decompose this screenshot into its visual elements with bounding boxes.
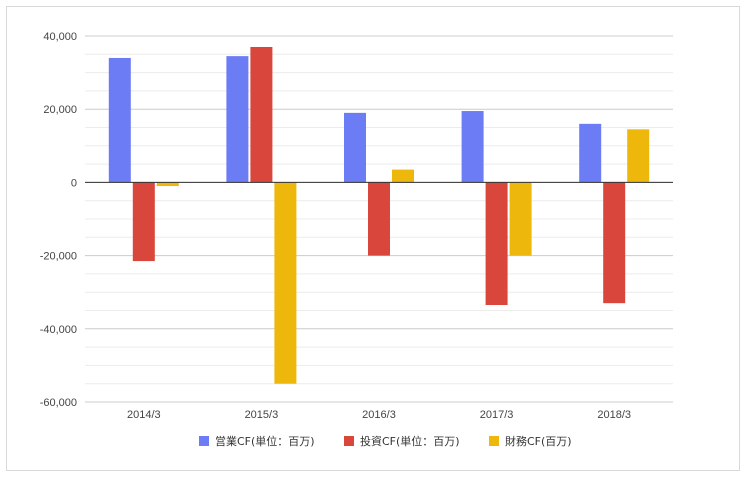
bar-2015/3-series-2 <box>250 46 273 183</box>
bar-2016/3-series-1 <box>344 112 366 183</box>
y-tick-label: -20,000 <box>40 251 77 263</box>
bar-2016/3-series-3 <box>392 169 414 183</box>
bar-2017/3-series-1 <box>461 111 484 183</box>
bar-2014/3-series-3 <box>156 182 179 187</box>
bar-2017/3-series-2 <box>485 182 508 306</box>
bar-2018/3-series-2 <box>603 182 626 304</box>
legend: 営業CF(単位：百万) 投資CF(単位：百万) 財務CF(百万) <box>199 434 572 448</box>
y-tick-label: -40,000 <box>40 324 77 336</box>
bar-2014/3-series-1 <box>108 57 131 183</box>
legend-swatch <box>344 436 354 446</box>
x-tick-label: 2016/3 <box>362 409 396 421</box>
legend-swatch <box>199 436 209 446</box>
legend-label: 投資CF(単位：百万) <box>360 434 460 448</box>
bar-2017/3-series-3 <box>509 182 532 256</box>
legend-label: 営業CF(単位：百万) <box>215 434 315 448</box>
legend-label: 財務CF(百万) <box>505 434 572 448</box>
bar-2016/3-series-2 <box>368 182 390 256</box>
bar-2014/3-series-2 <box>132 182 155 262</box>
y-tick-label: -60,000 <box>40 397 77 409</box>
y-tick-label: 0 <box>71 177 77 189</box>
x-tick-label: 2014/3 <box>127 409 161 421</box>
x-axis-tick-labels: 2014/3 2015/3 2016/3 2017/3 2018/3 <box>127 409 631 421</box>
x-tick-label: 2017/3 <box>480 409 514 421</box>
x-tick-label: 2015/3 <box>245 409 279 421</box>
bar-2018/3-series-3 <box>627 129 650 183</box>
x-tick-label: 2018/3 <box>597 409 631 421</box>
bar-2015/3-series-1 <box>226 56 249 183</box>
y-tick-label: 40,000 <box>43 31 77 43</box>
bar-2018/3-series-1 <box>579 123 602 183</box>
legend-swatch <box>489 436 499 446</box>
bar-2015/3-series-3 <box>274 182 297 384</box>
bars <box>108 46 650 384</box>
y-axis-tick-labels: 40,000 20,000 0 -20,000 -40,000 -60,000 <box>40 31 77 409</box>
y-tick-label: 20,000 <box>43 104 77 116</box>
